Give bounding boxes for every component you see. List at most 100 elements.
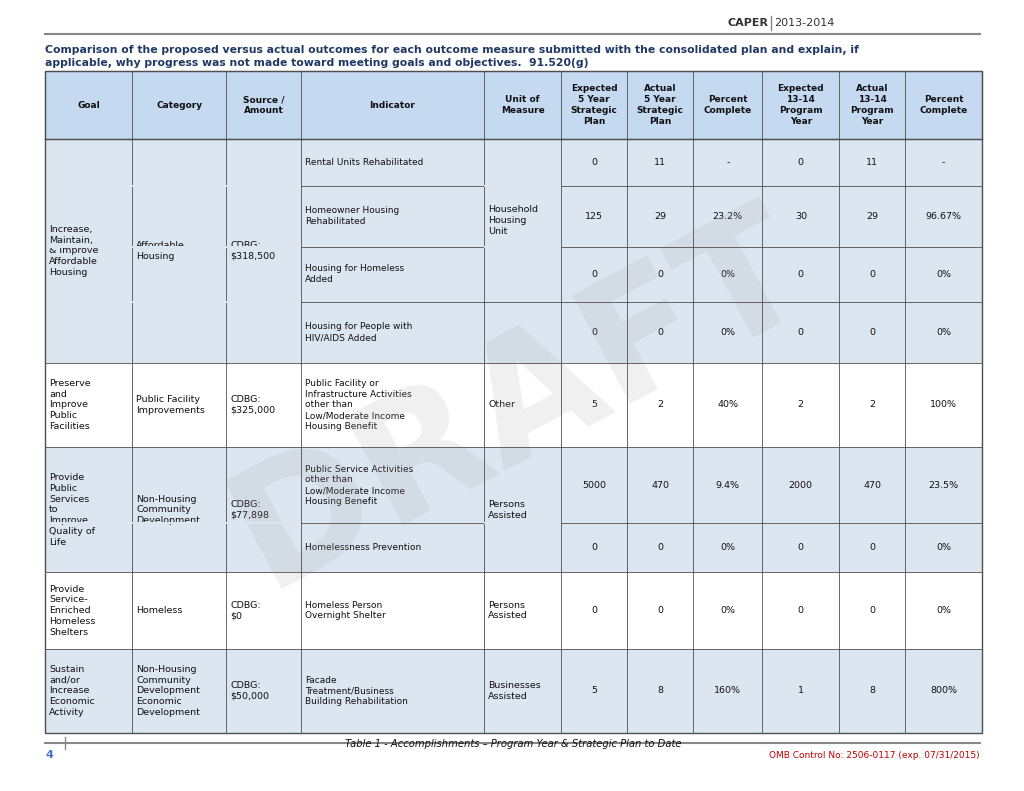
Text: 0: 0	[591, 270, 597, 278]
Bar	[484, 447, 561, 573]
Text: Persons
Assisted: Persons Assisted	[488, 600, 528, 620]
Text: DRAFT: DRAFT	[207, 183, 834, 619]
Text: -: -	[942, 158, 945, 167]
Text: Housing for Homeless
Added: Housing for Homeless Added	[305, 264, 403, 284]
Bar	[45, 246, 132, 248]
Text: 0: 0	[591, 158, 597, 167]
Text: 0: 0	[657, 606, 664, 615]
Bar	[45, 301, 132, 303]
Text: 0: 0	[869, 543, 876, 552]
Bar	[226, 246, 301, 248]
Text: 100%: 100%	[930, 400, 957, 410]
Text: Public Facility
Improvements: Public Facility Improvements	[136, 395, 205, 414]
Text: applicable, why progress was not made toward meeting goals and objectives.  91.5: applicable, why progress was not made to…	[45, 58, 589, 68]
Bar	[226, 447, 301, 573]
Bar	[226, 363, 301, 447]
Text: CDBG:
$77,898: CDBG: $77,898	[230, 500, 269, 520]
Text: 470: 470	[651, 481, 669, 490]
Bar	[45, 649, 982, 733]
Bar	[45, 447, 132, 573]
Text: 9.4%: 9.4%	[716, 481, 739, 490]
Text: 2000: 2000	[788, 481, 813, 490]
Text: Facade
Treatment/Business
Building Rehabilitation: Facade Treatment/Business Building Rehab…	[305, 676, 408, 706]
Text: OMB Control No: 2506-0117 (exp. 07/31/2015): OMB Control No: 2506-0117 (exp. 07/31/20…	[769, 751, 980, 759]
Text: Preserve
and
Improve
Public
Facilities: Preserve and Improve Public Facilities	[49, 379, 91, 431]
Bar	[226, 301, 301, 303]
Text: 96.67%: 96.67%	[926, 212, 962, 221]
Text: CDBG:
$0: CDBG: $0	[230, 600, 261, 620]
Bar	[226, 523, 301, 524]
Text: 4: 4	[45, 750, 53, 760]
Text: 5: 5	[591, 687, 597, 695]
Text: Household
Housing
Unit: Household Housing Unit	[488, 205, 539, 236]
Bar	[132, 246, 226, 248]
Text: 2: 2	[657, 400, 664, 410]
Bar	[45, 71, 982, 733]
Text: Actual
13-14
Program
Year: Actual 13-14 Program Year	[850, 85, 894, 126]
Text: 8: 8	[869, 687, 876, 695]
Text: 0: 0	[869, 606, 876, 615]
Bar	[45, 649, 132, 733]
Bar	[132, 301, 226, 303]
Bar	[484, 185, 561, 187]
Text: 0: 0	[591, 543, 597, 552]
Bar	[484, 523, 561, 524]
Text: 2: 2	[869, 400, 876, 410]
Bar	[45, 523, 132, 524]
Text: 0%: 0%	[720, 270, 735, 278]
Text: 0%: 0%	[720, 327, 735, 337]
Text: CDBG:
$50,000: CDBG: $50,000	[230, 681, 269, 701]
Text: 0: 0	[657, 270, 664, 278]
Bar	[226, 573, 301, 649]
Text: 800%: 800%	[930, 687, 957, 695]
Text: 29: 29	[866, 212, 879, 221]
Text: 23.2%: 23.2%	[713, 212, 742, 221]
Text: Persons
Assisted: Persons Assisted	[488, 500, 528, 520]
Text: Percent
Complete: Percent Complete	[920, 95, 968, 115]
Text: 0%: 0%	[720, 606, 735, 615]
Text: 30: 30	[795, 212, 807, 221]
Text: CAPER: CAPER	[727, 18, 768, 28]
Bar	[45, 302, 982, 363]
Bar	[484, 573, 561, 649]
Bar	[132, 447, 226, 573]
Text: 0: 0	[591, 327, 597, 337]
Text: Provide
Service-
Enriched
Homeless
Shelters: Provide Service- Enriched Homeless Shelt…	[49, 585, 95, 637]
Text: 0%: 0%	[720, 543, 735, 552]
Text: Source /
Amount: Source / Amount	[243, 95, 285, 115]
Bar	[484, 649, 561, 733]
Bar	[45, 71, 982, 139]
Bar	[226, 139, 301, 363]
Text: Indicator: Indicator	[370, 100, 416, 109]
Text: 5: 5	[591, 400, 597, 410]
Text: Housing for People with
HIV/AIDS Added: Housing for People with HIV/AIDS Added	[305, 323, 413, 343]
Text: 0: 0	[798, 158, 804, 167]
Text: Non-Housing
Community
Development
Economic
Development: Non-Housing Community Development Econom…	[136, 664, 201, 717]
Bar	[45, 247, 982, 302]
Text: 0: 0	[798, 327, 804, 337]
Text: Expected
13-14
Program
Year: Expected 13-14 Program Year	[777, 85, 824, 126]
Text: CDBG:
$325,000: CDBG: $325,000	[230, 395, 275, 414]
Text: 0: 0	[798, 543, 804, 552]
Text: Public Service Activities
other than
Low/Moderate Income
Housing Benefit: Public Service Activities other than Low…	[305, 464, 413, 505]
Bar	[226, 649, 301, 733]
Text: Homeless Person
Overnight Shelter: Homeless Person Overnight Shelter	[305, 600, 386, 620]
Text: 11: 11	[866, 158, 879, 167]
Text: Homeowner Housing
Rehabilitated: Homeowner Housing Rehabilitated	[305, 206, 399, 226]
Text: 2: 2	[798, 400, 804, 410]
Text: Non-Housing
Community
Development: Non-Housing Community Development	[136, 494, 201, 525]
Text: 470: 470	[863, 481, 882, 490]
Text: Actual
5 Year
Strategic
Plan: Actual 5 Year Strategic Plan	[637, 85, 683, 126]
Text: Affordable
Housing: Affordable Housing	[136, 241, 185, 261]
Text: 29: 29	[654, 212, 666, 221]
Text: 0: 0	[657, 327, 664, 337]
Bar	[484, 363, 561, 447]
Bar	[45, 139, 982, 186]
Text: -: -	[726, 158, 729, 167]
Text: Goal: Goal	[78, 100, 100, 109]
Text: Comparison of the proposed versus actual outcomes for each outcome measure submi: Comparison of the proposed versus actual…	[45, 45, 859, 55]
Text: 40%: 40%	[717, 400, 738, 410]
Text: 0: 0	[798, 606, 804, 615]
Text: 0%: 0%	[936, 543, 951, 552]
Bar	[484, 139, 561, 302]
